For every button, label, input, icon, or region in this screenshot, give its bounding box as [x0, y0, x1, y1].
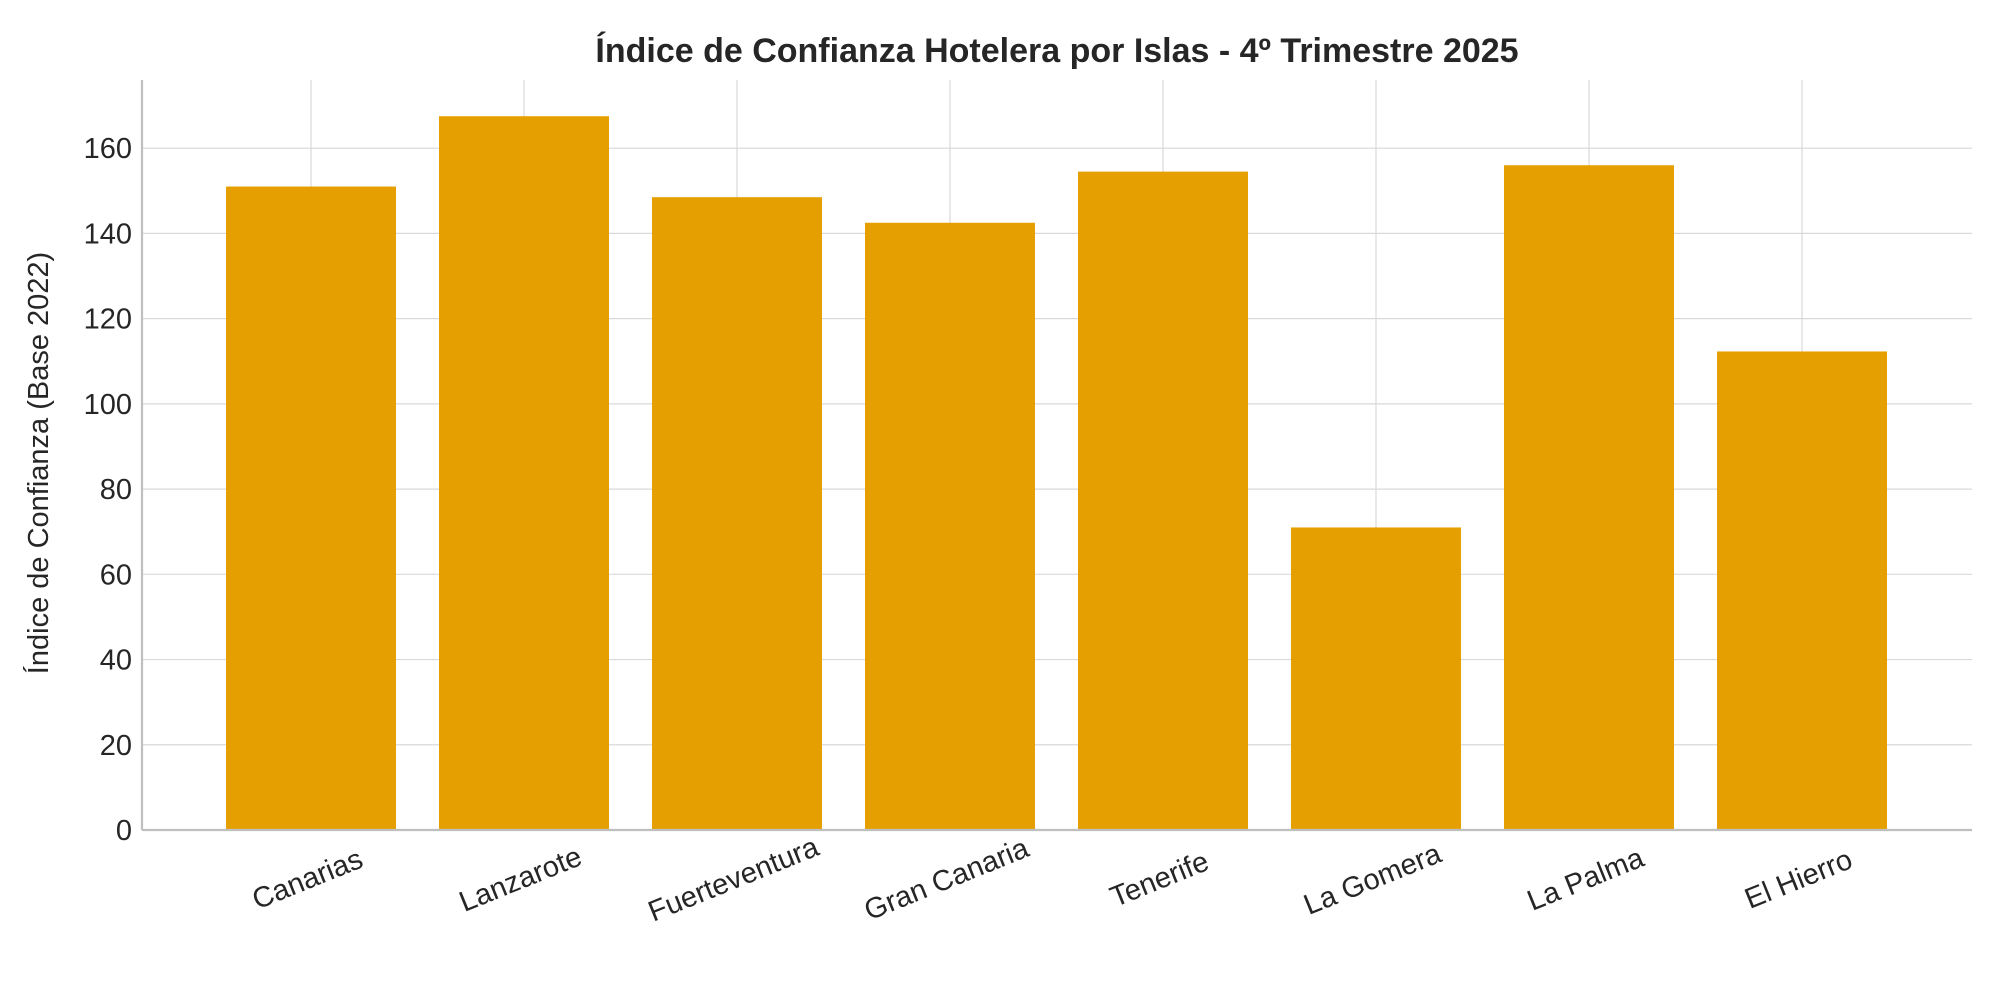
x-tick-label: Gran Canaria — [860, 832, 1034, 927]
x-tick-label: La Gomera — [1299, 837, 1446, 921]
y-tick-label: 60 — [100, 559, 132, 591]
y-tick-label: 140 — [84, 218, 132, 250]
x-tick-label: Fuerteventura — [644, 831, 824, 929]
y-tick-label: 120 — [84, 304, 132, 336]
bar-tenerife — [1078, 171, 1248, 830]
x-tick-label: Lanzarote — [455, 841, 587, 919]
y-tick-label: 40 — [100, 645, 132, 677]
y-tick-label: 160 — [84, 133, 132, 165]
bar-lanzarote — [439, 116, 609, 831]
bar-canarias — [226, 186, 396, 831]
y-tick-label: 80 — [100, 474, 132, 506]
x-tick-label: La Palma — [1523, 842, 1649, 918]
bar-la-palma — [1504, 165, 1674, 830]
y-tick-label: 0 — [116, 815, 132, 847]
bar-la-gomera — [1291, 527, 1461, 830]
y-tick-label: 100 — [84, 389, 132, 421]
x-tick-labels: Canarias Lanzarote Fuerteventura Gran Canar… — [248, 831, 1857, 929]
grid-layer — [142, 80, 1972, 831]
bar-el-hierro — [1717, 351, 1887, 830]
axis-layer — [140, 80, 1972, 832]
bar-fuerteventura — [652, 197, 822, 830]
y-tick-labels: 0 20 40 60 80 100 120 140 160 — [84, 133, 132, 847]
chart-title: Índice de Confianza Hotelera por Islas -… — [595, 32, 1518, 70]
y-tick-label: 20 — [100, 730, 132, 762]
y-axis-label: Índice de Confianza (Base 2022) — [22, 252, 55, 674]
x-tick-label: El Hierro — [1740, 844, 1857, 916]
x-tick-label: Tenerife — [1106, 845, 1214, 913]
bar-layer — [226, 116, 1887, 831]
x-tick-label: Canarias — [248, 843, 368, 916]
bar-gran-canaria — [865, 222, 1035, 830]
